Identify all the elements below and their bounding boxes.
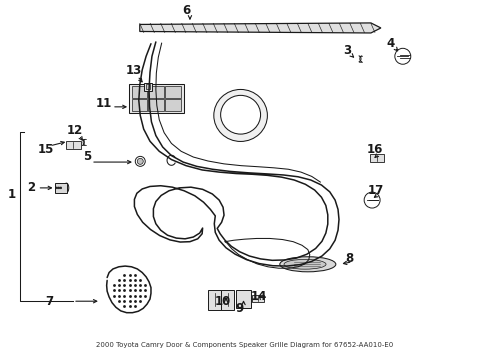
FancyBboxPatch shape (131, 86, 147, 98)
FancyBboxPatch shape (144, 83, 152, 91)
Text: 5: 5 (83, 150, 92, 163)
Text: 10: 10 (214, 296, 230, 309)
Text: 12: 12 (67, 124, 83, 137)
FancyBboxPatch shape (236, 290, 250, 308)
FancyBboxPatch shape (65, 141, 81, 149)
FancyBboxPatch shape (148, 99, 164, 111)
Circle shape (394, 48, 410, 64)
FancyBboxPatch shape (129, 84, 183, 113)
Ellipse shape (220, 95, 260, 134)
Text: 17: 17 (367, 184, 384, 197)
FancyBboxPatch shape (165, 99, 181, 111)
Text: 2000 Toyota Camry Door & Components Speaker Grille Diagram for 67652-AA010-E0: 2000 Toyota Camry Door & Components Spea… (96, 342, 392, 348)
Circle shape (56, 187, 58, 189)
Circle shape (58, 187, 60, 189)
FancyBboxPatch shape (55, 183, 67, 193)
Ellipse shape (284, 259, 325, 269)
Text: 9: 9 (235, 302, 243, 315)
Text: 15: 15 (38, 143, 54, 156)
FancyBboxPatch shape (207, 290, 221, 310)
Ellipse shape (213, 89, 267, 141)
FancyBboxPatch shape (145, 85, 150, 89)
Text: 7: 7 (45, 295, 54, 308)
Polygon shape (140, 23, 380, 33)
Circle shape (364, 192, 379, 208)
Ellipse shape (279, 257, 335, 272)
Circle shape (135, 156, 145, 166)
Text: 3: 3 (342, 44, 350, 57)
Text: 1: 1 (8, 188, 16, 201)
Text: 4: 4 (386, 36, 394, 50)
Text: 14: 14 (250, 290, 267, 303)
Text: 2: 2 (27, 181, 35, 194)
Text: 8: 8 (345, 252, 353, 265)
FancyBboxPatch shape (148, 86, 164, 98)
Text: 13: 13 (125, 64, 141, 77)
FancyBboxPatch shape (369, 154, 384, 162)
FancyBboxPatch shape (131, 99, 147, 111)
Text: 11: 11 (96, 98, 112, 111)
Circle shape (60, 187, 61, 189)
Text: 16: 16 (366, 143, 383, 156)
FancyBboxPatch shape (221, 290, 234, 310)
Circle shape (137, 158, 143, 165)
FancyBboxPatch shape (165, 86, 181, 98)
FancyBboxPatch shape (251, 295, 264, 302)
Text: 6: 6 (182, 4, 190, 17)
Ellipse shape (64, 183, 69, 193)
